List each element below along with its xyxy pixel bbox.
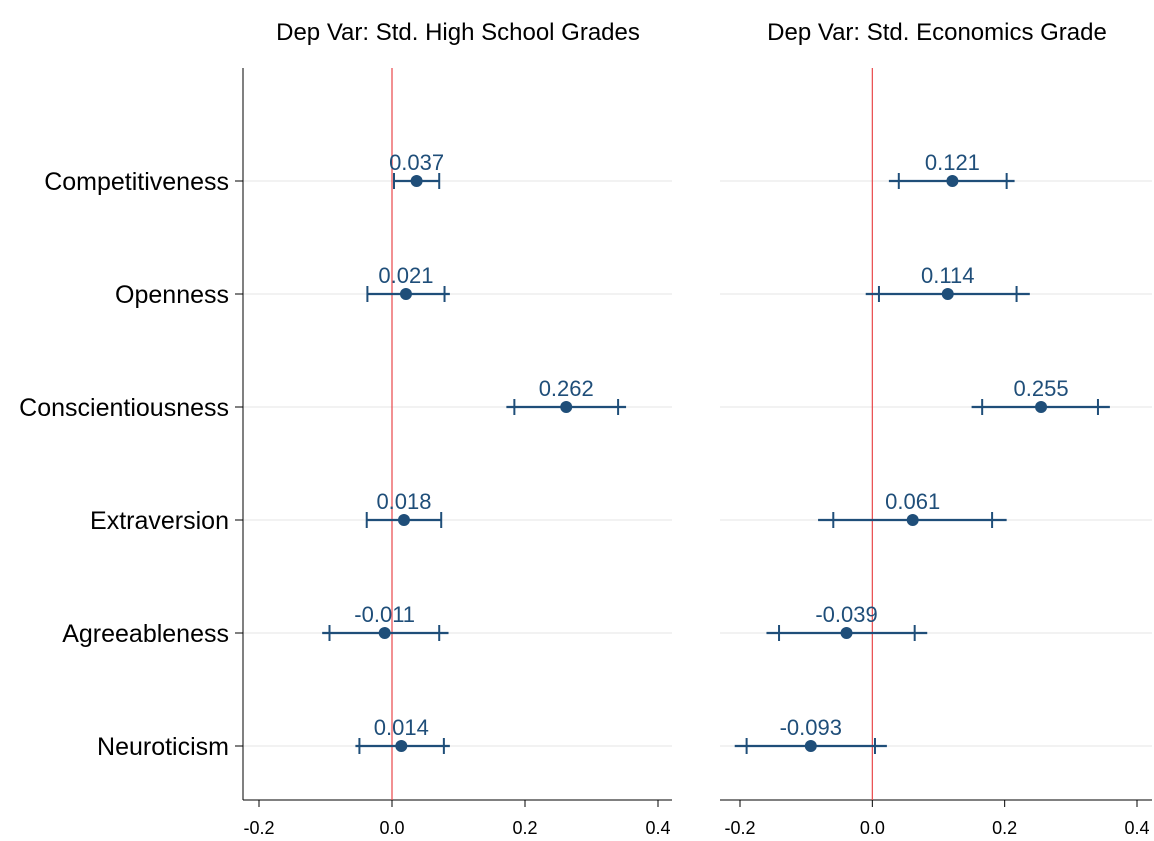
point-estimate <box>399 288 412 300</box>
x-tick-label: 0.2 <box>512 818 537 836</box>
estimate-label: 0.255 <box>1014 376 1069 401</box>
point-estimate <box>906 514 919 526</box>
x-tick-label: -0.2 <box>724 818 755 836</box>
panel-title: Dep Var: Std. High School Grades <box>276 19 640 46</box>
x-tick-label: 0.0 <box>860 818 885 836</box>
point-estimate <box>397 514 410 526</box>
y-tick-label: Openness <box>115 281 229 309</box>
point-estimate <box>560 401 573 413</box>
estimate-label: -0.011 <box>354 602 415 627</box>
estimate-label: -0.093 <box>780 715 842 740</box>
y-tick-label: Competitiveness <box>44 168 229 196</box>
y-tick-label: Agreeableness <box>62 620 229 648</box>
x-tick-label: 0.2 <box>992 818 1017 836</box>
point-estimate <box>941 288 954 300</box>
estimate-label: 0.121 <box>925 150 980 175</box>
y-tick-label: Extraversion <box>90 507 229 535</box>
point-estimate <box>804 740 817 752</box>
point-estimate <box>840 627 853 639</box>
estimate-label: 0.021 <box>378 263 433 288</box>
x-tick-label: 0.4 <box>645 818 670 836</box>
estimate-label: 0.262 <box>539 376 594 401</box>
estimate-label: 0.114 <box>921 263 974 288</box>
point-estimate <box>378 627 391 639</box>
x-tick-label: 0.0 <box>379 818 404 836</box>
x-tick-label: 0.4 <box>1124 818 1149 836</box>
y-tick-label: Conscientiousness <box>19 394 229 422</box>
panel-1: Dep Var: Std. High School Grades Competit… <box>19 19 672 838</box>
point-estimate <box>395 740 408 752</box>
panel-2: Dep Var: Std. Economics Grade -0.2 0.0 0.2 0… <box>720 19 1152 838</box>
estimate-label: 0.018 <box>376 489 431 514</box>
point-estimate <box>410 175 423 187</box>
estimate-label: -0.039 <box>815 602 877 627</box>
y-tick-label: Neuroticism <box>97 733 229 761</box>
panel-title: Dep Var: Std. Economics Grade <box>767 19 1107 46</box>
point-estimate <box>1035 401 1048 413</box>
estimate-label: 0.061 <box>885 489 940 514</box>
x-tick-label: -0.2 <box>243 818 274 836</box>
estimate-label: 0.037 <box>389 150 444 175</box>
estimate-label: 0.014 <box>374 715 429 740</box>
point-estimate <box>946 175 959 187</box>
